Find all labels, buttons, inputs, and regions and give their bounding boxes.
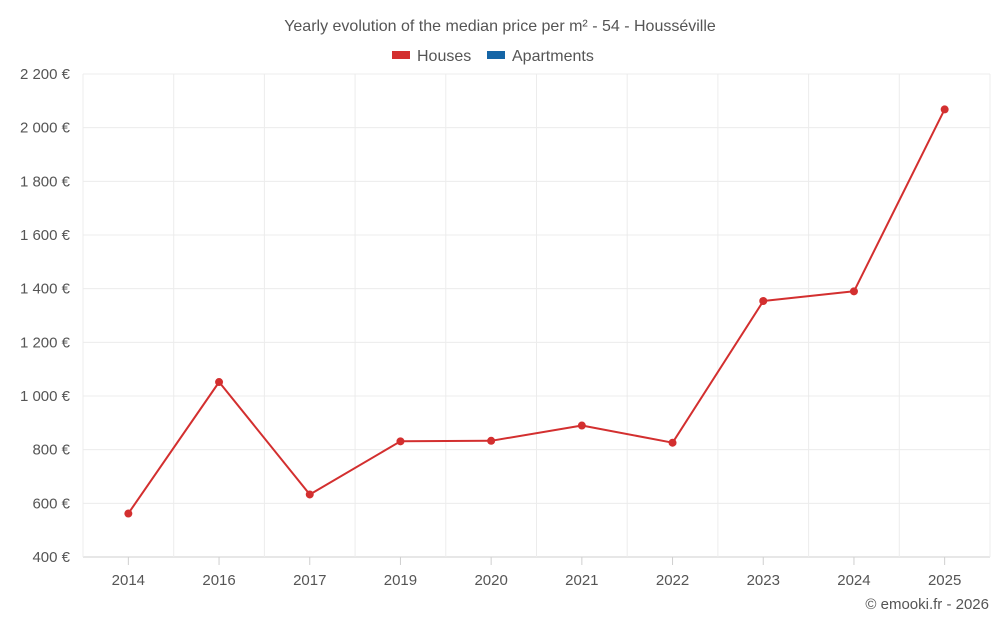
- credit-text: © emooki.fr - 2026: [865, 596, 989, 613]
- chart-title: Yearly evolution of the median price per…: [284, 18, 716, 35]
- x-tick-label: 2024: [837, 572, 870, 589]
- x-axis: 2014 2016 2017 2019 2020 2021 2022 2023 2024 2025: [112, 557, 961, 589]
- legend-label-houses: Houses: [417, 48, 471, 65]
- y-axis: 400 € 600 € 800 € 1 000 € 1 200 € 1 400 € 1 60…: [20, 66, 71, 566]
- y-tick-label: 400 €: [32, 549, 70, 566]
- legend-item-houses[interactable]: Houses: [392, 48, 471, 65]
- legend-swatch-houses: [392, 51, 410, 59]
- x-tick-label: 2017: [293, 572, 326, 589]
- data-point[interactable]: [849, 287, 858, 296]
- y-tick-label: 1 400 €: [20, 281, 71, 298]
- y-tick-label: 1 000 €: [20, 388, 71, 405]
- y-tick-label: 800 €: [32, 442, 70, 459]
- y-tick-label: 2 000 €: [20, 120, 71, 137]
- data-point[interactable]: [215, 378, 224, 387]
- data-point[interactable]: [487, 436, 496, 445]
- x-tick-label: 2022: [656, 572, 689, 589]
- legend-label-apartments: Apartments: [512, 48, 594, 65]
- x-tick-label: 2016: [202, 572, 235, 589]
- y-tick-label: 1 200 €: [20, 334, 71, 351]
- grid: [82, 73, 991, 558]
- data-point[interactable]: [305, 490, 314, 499]
- x-tick-label: 2020: [474, 572, 507, 589]
- x-tick-label: 2014: [112, 572, 145, 589]
- data-point[interactable]: [940, 105, 949, 114]
- legend-item-apartments[interactable]: Apartments: [487, 48, 594, 65]
- y-tick-label: 2 200 €: [20, 66, 71, 83]
- legend: Houses Apartments: [392, 48, 594, 65]
- data-point[interactable]: [759, 297, 768, 306]
- x-tick-label: 2019: [384, 572, 417, 589]
- data-point[interactable]: [577, 421, 586, 430]
- x-tick-label: 2023: [747, 572, 780, 589]
- series-line-houses: [127, 108, 946, 515]
- data-point[interactable]: [668, 438, 677, 447]
- y-tick-label: 1 600 €: [20, 227, 71, 244]
- data-point[interactable]: [124, 509, 133, 518]
- series-houses: [124, 105, 949, 518]
- legend-swatch-apartments: [487, 51, 505, 59]
- data-point[interactable]: [396, 437, 405, 446]
- y-tick-label: 600 €: [32, 495, 70, 512]
- x-tick-label: 2025: [928, 572, 961, 589]
- y-tick-label: 1 800 €: [20, 173, 71, 190]
- x-tick-label: 2021: [565, 572, 598, 589]
